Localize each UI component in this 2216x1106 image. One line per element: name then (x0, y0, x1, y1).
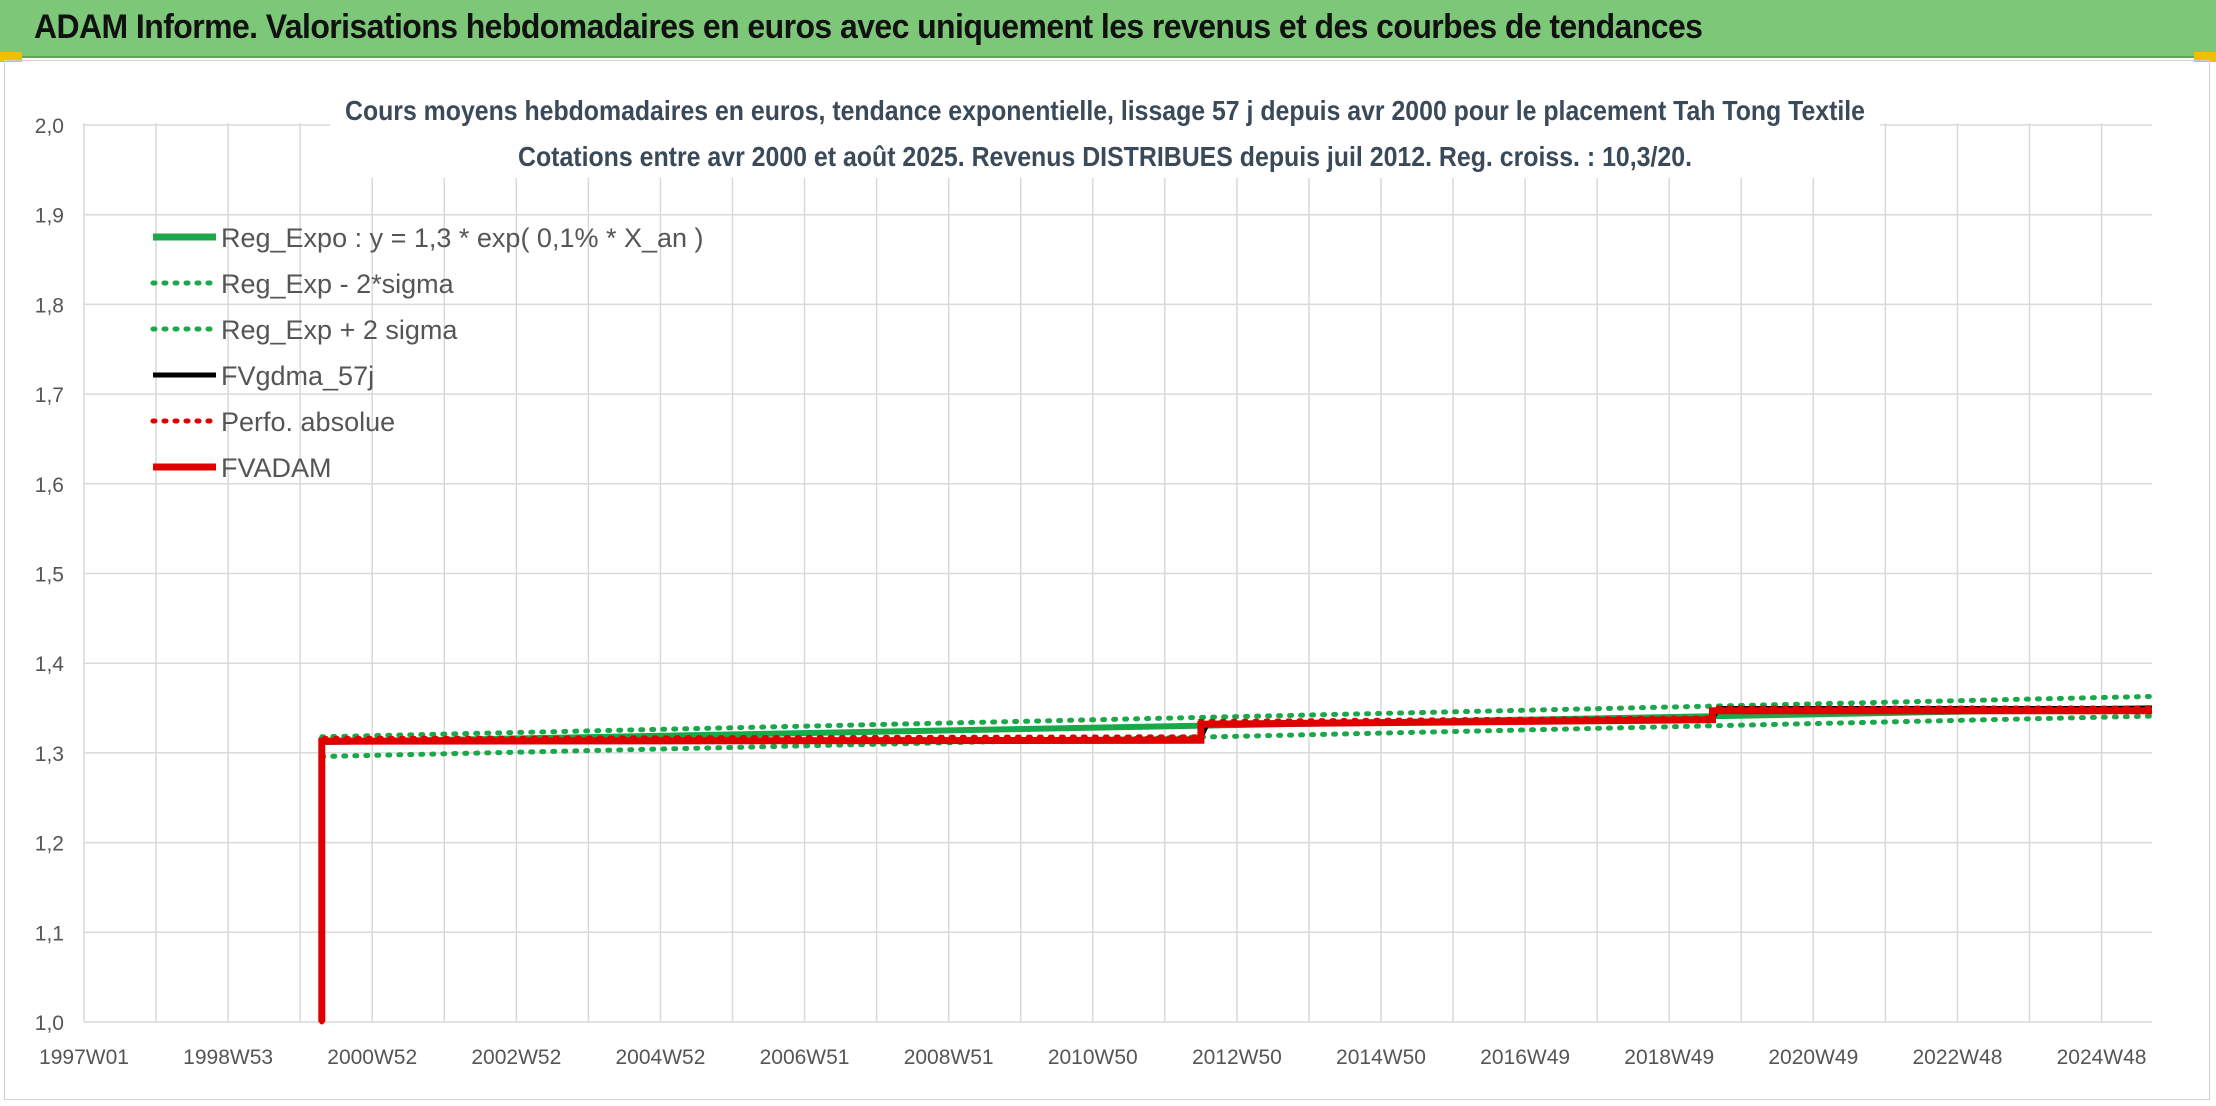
legend-label: Perfo. absolue (221, 407, 395, 437)
chart-title-block: Cours moyens hebdomadaires en euros, ten… (330, 88, 1880, 178)
corner-marker-right (2194, 52, 2216, 62)
legend-label: Reg_Exp - 2*sigma (221, 269, 455, 299)
x-tick-label: 2014W50 (1336, 1046, 1426, 1069)
y-tick-label: 1,7 (35, 384, 64, 407)
y-tick-label: 1,5 (35, 564, 64, 587)
chart-frame (4, 60, 2210, 1100)
legend-label: FVgdma_57j (221, 361, 374, 391)
y-tick-label: 2,0 (35, 115, 64, 138)
y-tick-label: 1,0 (35, 1012, 64, 1035)
x-tick-label: 2008W51 (904, 1046, 994, 1069)
chart-subtitle: Cotations entre avr 2000 et août 2025. R… (518, 141, 1692, 172)
y-tick-label: 1,9 (35, 205, 64, 228)
x-tick-label: 1997W01 (39, 1046, 129, 1069)
x-tick-label: 2004W52 (615, 1046, 705, 1069)
x-tick-label: 2002W52 (471, 1046, 561, 1069)
legend-label: Reg_Exp + 2 sigma (221, 315, 458, 345)
series-layer (318, 693, 2155, 1025)
y-tick-label: 1,6 (35, 474, 64, 497)
y-tick-label: 1,2 (35, 833, 64, 856)
report-banner: ADAM Informe. Valorisations hebdomadaire… (0, 0, 2216, 58)
x-tick-label: 2024W48 (2057, 1046, 2147, 1069)
grid-layer (83, 123, 2152, 1023)
x-tick-label: 1998W53 (183, 1046, 273, 1069)
series-line-5 (318, 707, 2152, 1022)
series-line-1 (319, 713, 2155, 759)
series-line-2 (319, 693, 2155, 740)
x-tick-label: 2012W50 (1192, 1046, 1282, 1069)
axis-labels: 1,0 1,1 1,2 1,3 1,4 1,5 1,6 1,7 1,8 1,9 2,0 1997W01… (35, 115, 2147, 1069)
x-tick-label: 2018W49 (1624, 1046, 1714, 1069)
x-tick-label: 2010W50 (1048, 1046, 1138, 1069)
report-title: ADAM Informe. Valorisations hebdomadaire… (34, 8, 1703, 46)
y-tick-label: 1,4 (35, 653, 65, 676)
legend: Reg_Expo : y = 1,3 * exp( 0,1% * X_an ) R… (150, 223, 704, 483)
legend-label: Reg_Expo : y = 1,3 * exp( 0,1% * X_an ) (221, 223, 704, 253)
y-tick-label: 1,8 (35, 294, 64, 317)
legend-label: FVADAM (221, 453, 332, 483)
corner-marker-left (0, 52, 22, 62)
title-backdrop (330, 88, 1880, 178)
x-tick-label: 2016W49 (1480, 1046, 1570, 1069)
x-tick-label: 2000W52 (327, 1046, 417, 1069)
x-tick-label: 2020W49 (1768, 1046, 1858, 1069)
y-tick-label: 1,3 (35, 743, 64, 766)
chart-title: Cours moyens hebdomadaires en euros, ten… (345, 95, 1865, 126)
x-tick-label: 2022W48 (1912, 1046, 2002, 1069)
y-tick-label: 1,1 (35, 922, 64, 945)
x-tick-label: 2006W51 (760, 1046, 850, 1069)
